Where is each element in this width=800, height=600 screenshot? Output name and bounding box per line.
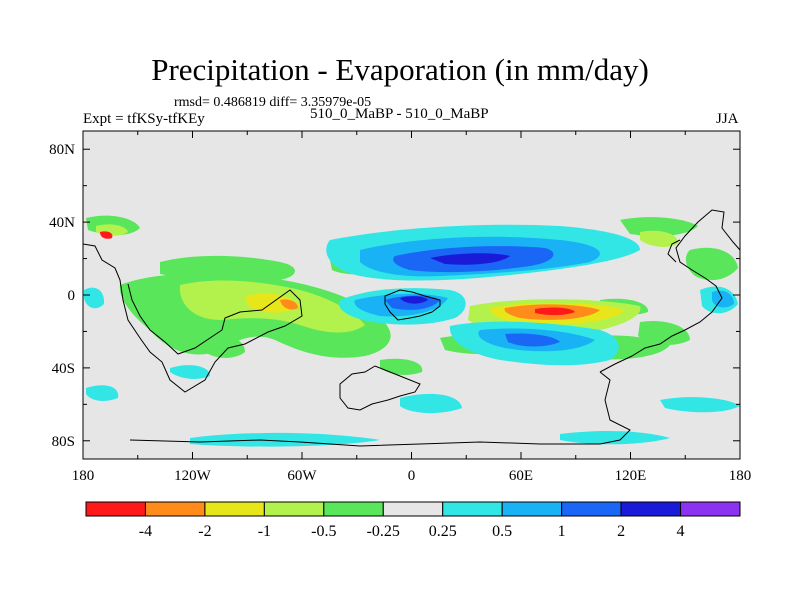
colorbar-label: -2	[198, 523, 211, 540]
colorbar-swatch	[561, 501, 622, 517]
y-tick-label: 40S	[52, 361, 75, 377]
y-tick-label: 80S	[52, 434, 75, 450]
x-tick-label: 120E	[615, 468, 647, 484]
colorbar-swatch	[144, 501, 206, 517]
coast-south-america-tip	[339, 365, 421, 411]
stats-label: rmsd= 0.486819 diff= 3.35979e-05	[174, 95, 372, 110]
field-southern-ocean-atlantic	[400, 393, 462, 414]
precip-very-strong-fields	[400, 253, 510, 304]
colorbar-swatch	[620, 501, 682, 517]
colorbar-label: 0.5	[492, 523, 512, 540]
field-east-pacific-extreme	[100, 231, 113, 239]
x-tick-label: 60W	[287, 468, 317, 484]
field-indian-sh-strong	[505, 333, 560, 347]
field-subtropical-band	[160, 255, 295, 282]
coast-americas	[83, 243, 303, 393]
comparison-label: 510_0_MaBP - 510_0_MaBP	[310, 106, 489, 122]
coast-africa	[384, 289, 441, 321]
field-equatorial-max	[400, 296, 428, 304]
field-indian-extreme	[535, 307, 575, 316]
field-sh-midlat	[170, 365, 210, 379]
field-north-pacific	[620, 217, 698, 236]
colorbar-label: 0.25	[429, 523, 457, 540]
field-indian-east	[638, 320, 690, 345]
axis-ticks: 180 120W 60W 0 60E 120E 180 80N 40N 0 40S 80S	[49, 131, 751, 484]
x-tick-label: 180	[72, 468, 95, 484]
colorbar: -4 -2 -1 -0.5 -0.25 0.25 0.5 1 2 4	[85, 501, 741, 540]
field-west-pacific-nh	[685, 247, 738, 281]
colorbar-label: 1	[558, 523, 566, 540]
colorbar-swatch	[204, 501, 265, 517]
colorbar-swatch	[85, 501, 146, 517]
colorbar-label: -0.25	[367, 523, 400, 540]
coast-asia-east	[599, 209, 740, 373]
colorbar-swatch	[680, 501, 741, 517]
experiment-label: Expt = tfKSy-tfKEy	[83, 111, 205, 127]
field-east-pacific-west-coast	[84, 287, 105, 309]
y-tick-label: 0	[68, 288, 76, 304]
evap-extreme-fields	[100, 231, 575, 316]
chart-title: Precipitation - Evaporation (in mm/day)	[151, 52, 649, 87]
field-pacific-nh-core	[640, 230, 679, 247]
x-tick-label: 60E	[509, 468, 533, 484]
colorbar-label: 2	[617, 523, 625, 540]
colorbar-label: 4	[677, 523, 685, 540]
coastlines	[83, 209, 740, 447]
colorbar-swatch	[382, 501, 444, 517]
coast-pacific-islands	[667, 239, 681, 263]
colorbar-label: -4	[139, 523, 152, 540]
y-tick-label: 80N	[49, 142, 75, 158]
field-southern-ocean-indian	[660, 397, 740, 413]
coast-antarctica	[129, 371, 631, 447]
colorbar-swatch	[501, 501, 563, 517]
x-tick-label: 0	[408, 468, 416, 484]
field-antarctic-coast	[190, 432, 380, 447]
x-tick-label: 120W	[174, 468, 212, 484]
field-southern-ocean-pacific	[86, 385, 119, 401]
map-plot-area	[83, 131, 740, 459]
colorbar-swatch	[442, 501, 503, 517]
field-se-pacific	[203, 335, 245, 358]
colorbar-label: -1	[258, 523, 271, 540]
colorbar-label: -0.5	[311, 523, 336, 540]
field-south-atlantic	[300, 334, 343, 354]
colorbar-swatch	[263, 501, 325, 517]
y-tick-label: 40N	[49, 215, 75, 231]
colorbar-swatch	[323, 501, 384, 517]
field-atlantic-sh	[380, 358, 423, 375]
field-west-pacific-core	[712, 290, 734, 308]
field-antarctic-coast-east	[560, 431, 670, 445]
x-tick-label: 180	[729, 468, 752, 484]
season-label: JJA	[716, 111, 739, 127]
field-pacific-very-strong	[280, 299, 298, 310]
field-nh-band-max	[430, 253, 510, 265]
